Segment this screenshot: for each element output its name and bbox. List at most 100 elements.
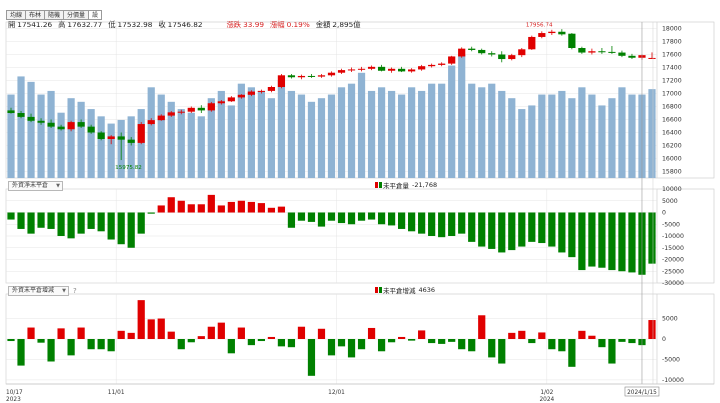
volume-bar (538, 94, 546, 178)
change-bar (648, 320, 656, 339)
volume-bar (167, 101, 175, 178)
candle-body (598, 51, 606, 53)
change-bar (57, 328, 65, 339)
change-tick-label: -10000 (662, 377, 684, 384)
volume-bar (27, 81, 35, 178)
candle-body (548, 31, 556, 34)
change-bar (187, 339, 195, 343)
change-bar (7, 339, 15, 342)
volume-bar (398, 94, 406, 178)
oi-bar (367, 212, 376, 220)
volume-bar (237, 83, 245, 178)
price-tick-label: 17200 (662, 78, 682, 85)
oi-bar (538, 212, 546, 244)
price-tick-label: 15800 (662, 169, 682, 176)
volume-bar (618, 87, 626, 178)
volume-bar (568, 98, 576, 178)
oi-tick-label: -20000 (662, 257, 684, 264)
open-label: 開 (8, 20, 16, 29)
change-tick-label: 5000 (662, 316, 678, 323)
volume-bar (57, 112, 65, 178)
oi-bar (398, 212, 406, 229)
panel3-indicator-select[interactable]: 外資未平倉增減 ▼ (8, 286, 70, 296)
candle-body (197, 107, 205, 111)
oi-bar (468, 212, 476, 242)
volume-bar (87, 109, 95, 178)
oi-bar (77, 212, 85, 234)
change-bar (217, 322, 225, 339)
volume-bar (307, 101, 316, 178)
candle-body (568, 33, 576, 48)
volume-bar (157, 94, 165, 178)
volume-bar (287, 90, 296, 178)
panel3-select-value: 外資未平倉增減 (12, 287, 55, 294)
candle-body (337, 70, 346, 73)
candle-body (147, 120, 155, 125)
oi-bar (428, 212, 436, 236)
change-bar (327, 339, 336, 356)
legend-down-swatch (379, 182, 382, 188)
volume-bar (448, 65, 456, 178)
oi-bar (588, 212, 596, 267)
change-bar (628, 339, 636, 344)
change-bar (257, 339, 265, 342)
oi-bar (27, 212, 35, 234)
high-label: 高 (58, 20, 66, 29)
help-icon[interactable]: ? (73, 287, 77, 295)
oi-bar (347, 212, 356, 225)
volume-bar (578, 87, 586, 178)
x-tick-label: 11/01 (108, 390, 125, 396)
change-bar (67, 339, 75, 356)
change-label: 漲跌 (226, 20, 242, 29)
change-bar (37, 339, 45, 343)
price-tick-label: 17800 (662, 39, 682, 46)
oi-bar (237, 200, 245, 213)
candle-body (267, 87, 276, 91)
change-bar (488, 339, 496, 358)
oi-tick-label: -30000 (662, 280, 684, 287)
volume-bar (177, 109, 185, 178)
low-annotation: 15975.82 (115, 165, 142, 171)
x-tick-label: 1/02 (540, 390, 553, 396)
oi-bar (117, 212, 125, 245)
change-bar (197, 336, 205, 339)
change-tick-label: -5000 (662, 356, 680, 363)
change-bar (508, 332, 516, 339)
oi-tick-label: -5000 (662, 221, 680, 228)
oi-bar (197, 204, 205, 213)
candle-body (107, 136, 115, 139)
change-bar (347, 339, 356, 358)
oi-bar (558, 212, 566, 253)
volume-bar (277, 80, 286, 178)
change-bar (548, 339, 556, 350)
candle-body (177, 111, 185, 113)
oi-bar (568, 212, 576, 258)
volume-bar (207, 98, 215, 178)
candle-body (277, 75, 286, 87)
volume-bar (478, 87, 486, 178)
candle-body (87, 126, 95, 133)
oi-bar (377, 212, 386, 225)
tab-settings[interactable]: 設 (88, 10, 103, 20)
change-bar (618, 339, 626, 342)
oi-bar (57, 212, 65, 236)
candle-body (367, 66, 376, 69)
volume-bar (608, 98, 616, 178)
change-bar (237, 327, 245, 339)
price-tick-label: 17400 (662, 65, 682, 72)
low-value: 17532.98 (117, 20, 153, 29)
change-bar (367, 327, 376, 339)
oi-bar (317, 212, 326, 227)
oi-bar (578, 212, 586, 271)
oi-bar (618, 212, 626, 272)
change-bar (538, 332, 546, 339)
candle-body (528, 36, 536, 50)
volume-bar (588, 94, 596, 178)
pct-value: 0.19% (286, 20, 310, 29)
panel2-legend: 未平倉量 -21,768 (375, 180, 437, 190)
volume-bar (458, 54, 466, 178)
panel2-indicator-select[interactable]: 外資淨未平倉 ▼ (8, 181, 64, 191)
price-tick-label: 16400 (662, 130, 682, 137)
oi-bar (247, 201, 255, 213)
